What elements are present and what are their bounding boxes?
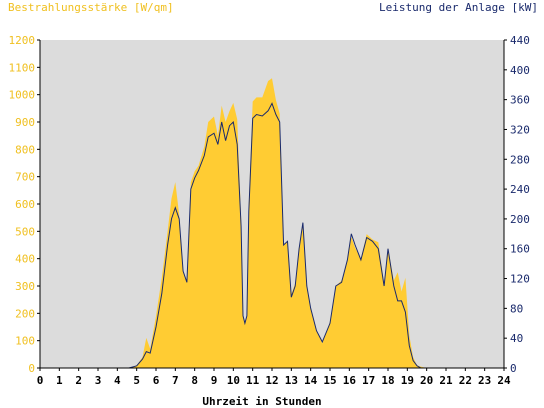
- x-tick-label: 4: [114, 374, 121, 387]
- x-tick-label: 2: [75, 374, 82, 387]
- x-tick-label: 20: [420, 374, 433, 387]
- irradiance-area-layer: [40, 78, 504, 369]
- right-tick-label: 40: [510, 332, 523, 345]
- x-tick-label: 8: [191, 374, 198, 387]
- right-axis-title: Leistung der Anlage [kW]: [379, 1, 538, 14]
- x-tick-label: 3: [95, 374, 102, 387]
- left-tick-label: 900: [15, 116, 35, 129]
- x-tick-label: 24: [497, 374, 511, 387]
- x-tick-label: 1: [56, 374, 63, 387]
- x-tick-label: 12: [265, 374, 278, 387]
- x-tick-label: 13: [285, 374, 298, 387]
- x-axis-title: Uhrzeit in Stunden: [202, 395, 321, 408]
- x-tick-label: 17: [362, 374, 375, 387]
- x-tick-label: 6: [153, 374, 160, 387]
- left-tick-label: 200: [15, 307, 35, 320]
- x-tick-label: 5: [133, 374, 140, 387]
- power-line-layer: [40, 102, 504, 369]
- x-tick-label: 11: [246, 374, 260, 387]
- right-tick-label: 400: [510, 64, 530, 77]
- x-tick-label: 18: [381, 374, 394, 387]
- left-tick-label: 400: [15, 253, 35, 266]
- x-tick-label: 10: [227, 374, 240, 387]
- power-line: [40, 102, 504, 369]
- x-tick-label: 0: [37, 374, 44, 387]
- right-tick-label: 120: [510, 273, 530, 286]
- left-tick-label: 1000: [9, 89, 36, 102]
- left-tick-label: 0: [28, 362, 35, 375]
- right-tick-label: 280: [510, 153, 530, 166]
- right-tick-label: 80: [510, 302, 523, 315]
- x-tick-label: 9: [211, 374, 218, 387]
- left-tick-label: 300: [15, 280, 35, 293]
- left-tick-label: 1200: [9, 34, 36, 47]
- axes: 0100200300400500600700800900100011001200…: [9, 34, 530, 387]
- left-tick-label: 500: [15, 225, 35, 238]
- x-tick-label: 22: [459, 374, 472, 387]
- x-tick-label: 19: [401, 374, 414, 387]
- x-tick-label: 15: [323, 374, 336, 387]
- left-tick-label: 100: [15, 335, 35, 348]
- right-tick-label: 200: [510, 213, 530, 226]
- right-tick-label: 160: [510, 243, 530, 256]
- left-tick-label: 700: [15, 171, 35, 184]
- x-tick-label: 21: [439, 374, 453, 387]
- x-tick-label: 14: [304, 374, 318, 387]
- x-tick-label: 16: [343, 374, 357, 387]
- left-axis-title: Bestrahlungsstärke [W/qm]: [8, 1, 174, 14]
- left-tick-label: 600: [15, 198, 35, 211]
- irradiance-area: [40, 78, 504, 369]
- right-tick-label: 440: [510, 34, 530, 47]
- right-tick-label: 240: [510, 183, 530, 196]
- right-tick-label: 320: [510, 123, 530, 136]
- right-tick-label: 360: [510, 94, 530, 107]
- right-tick-label: 0: [510, 362, 517, 375]
- x-tick-label: 23: [478, 374, 491, 387]
- left-tick-label: 1100: [9, 61, 36, 74]
- x-tick-label: 7: [172, 374, 179, 387]
- left-tick-label: 800: [15, 143, 35, 156]
